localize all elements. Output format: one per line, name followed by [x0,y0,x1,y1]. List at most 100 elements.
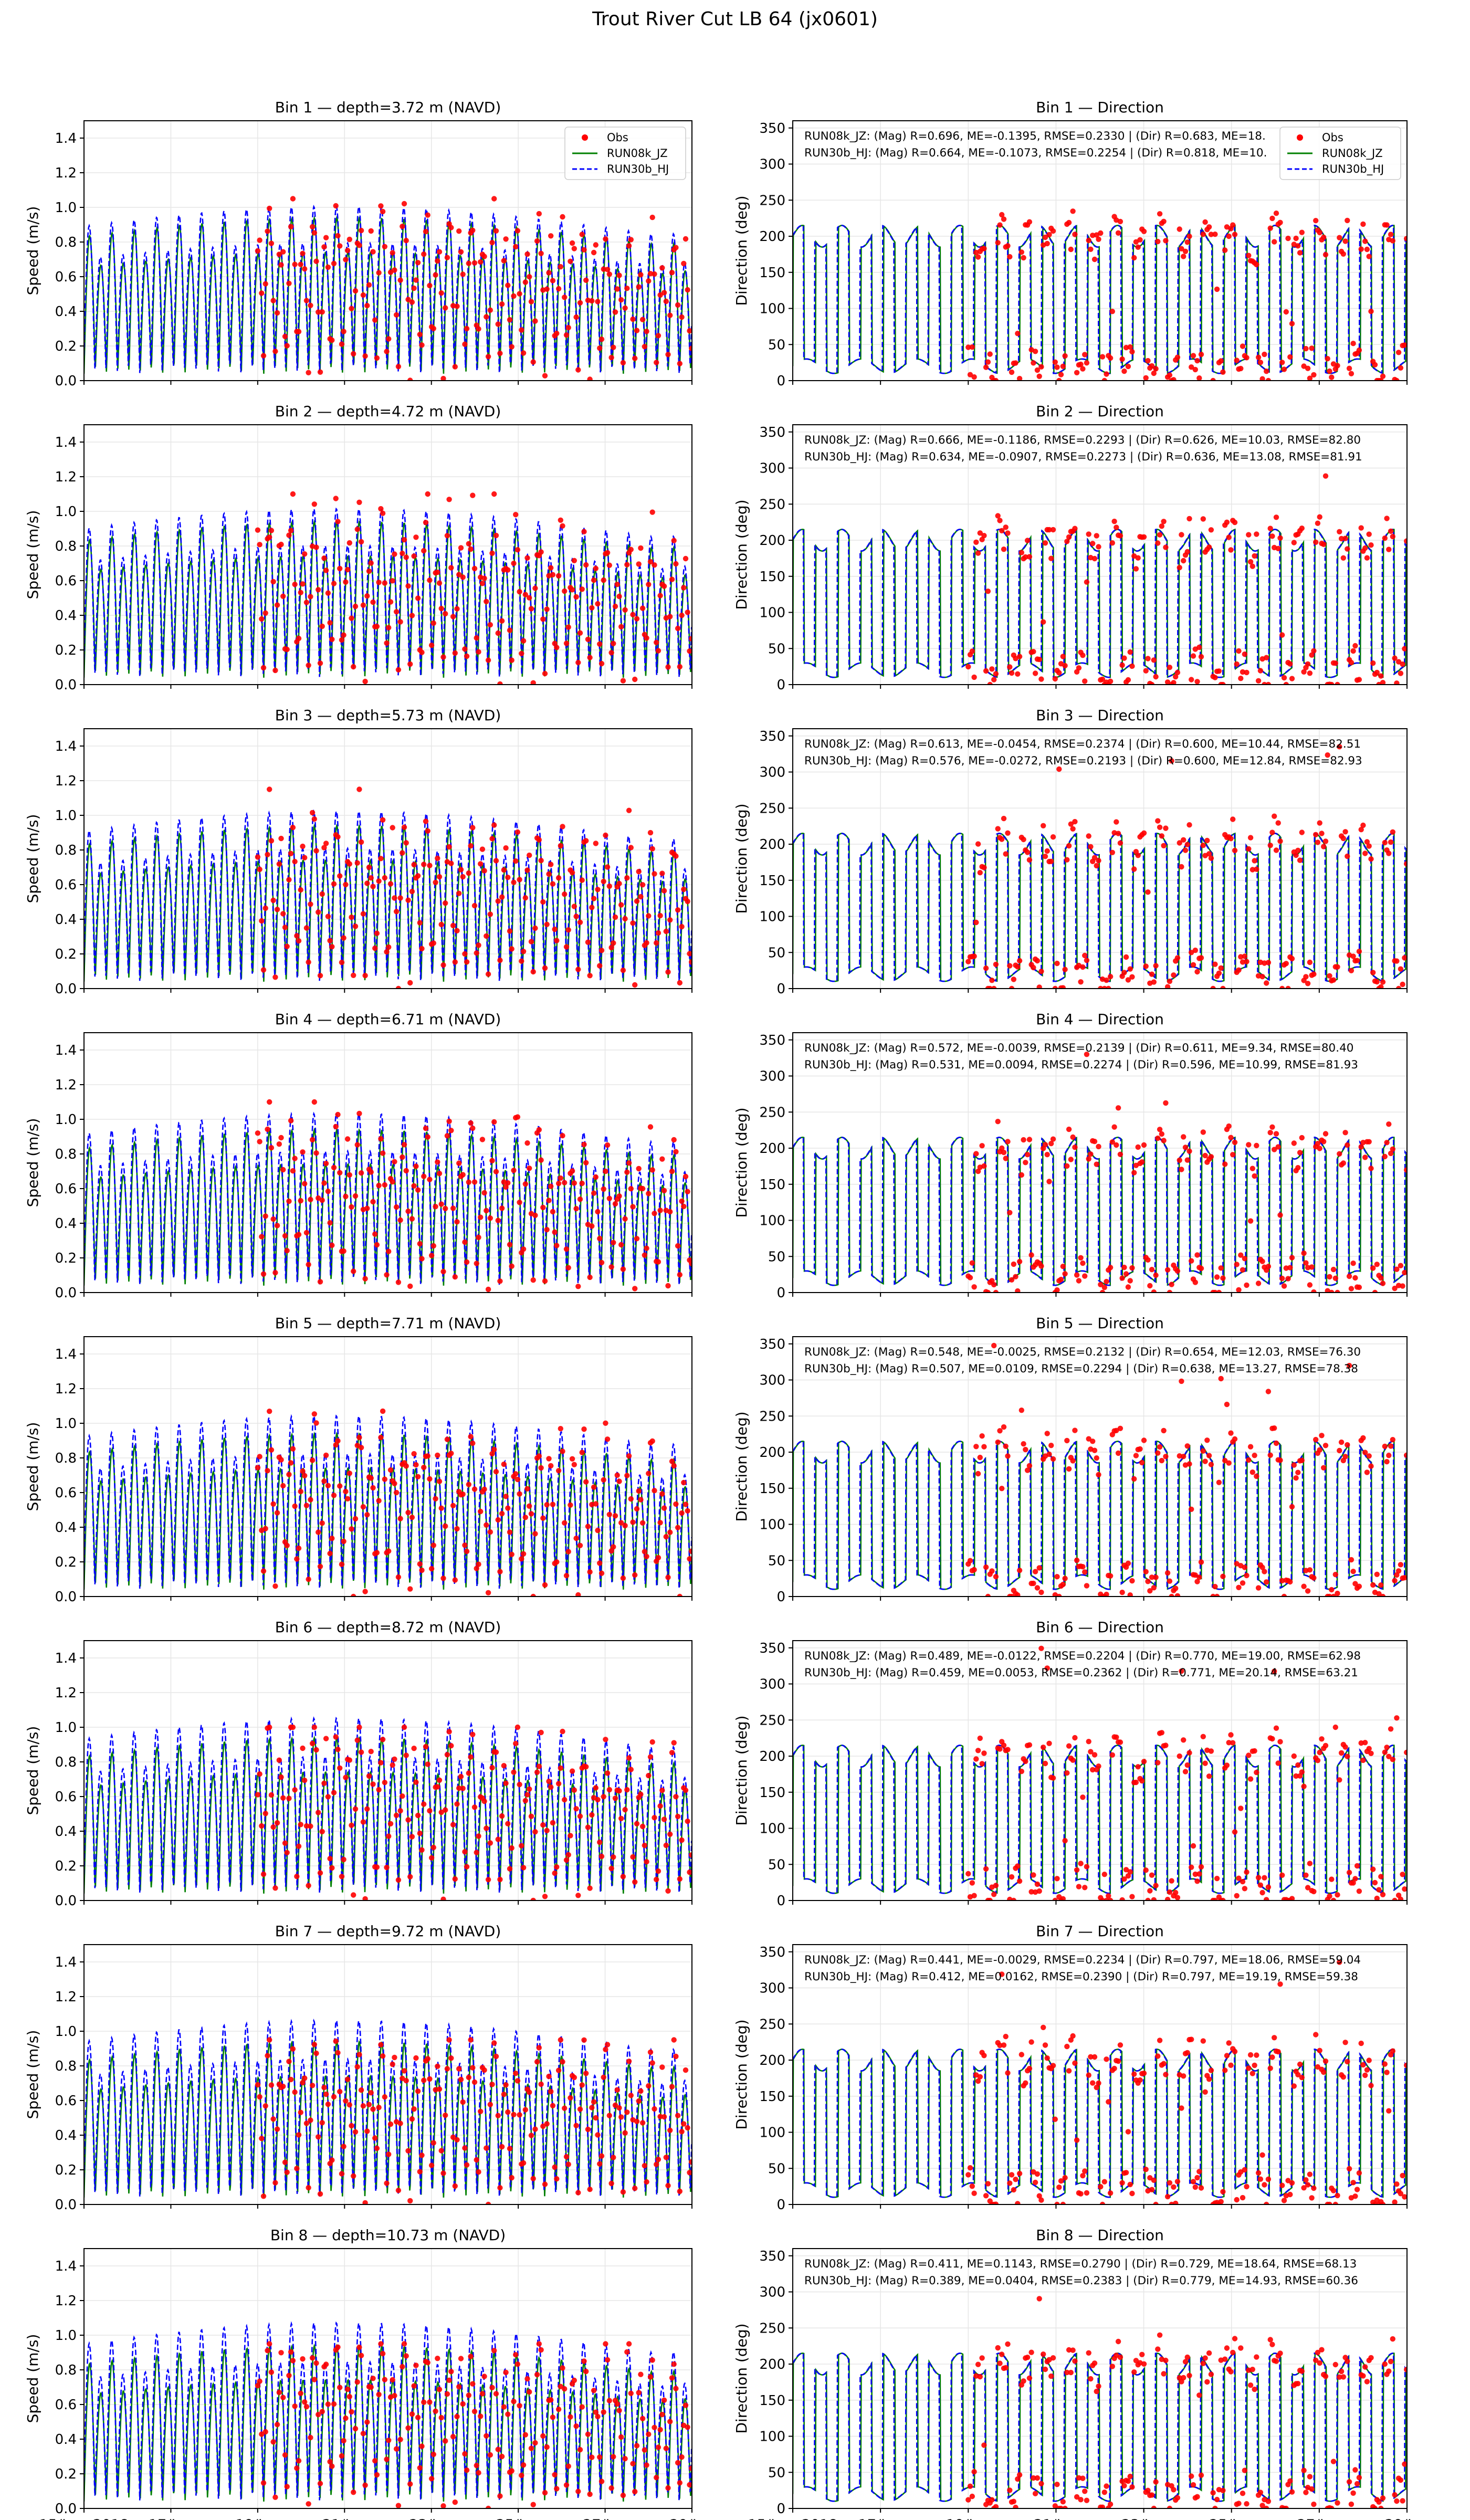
obs-point [1386,2108,1392,2114]
obs-point [1277,1739,1283,1745]
obs-point [435,2356,440,2361]
obs-point [308,2434,313,2441]
obs-point [1254,866,1259,872]
obs-point [1352,1876,1358,1882]
obs-point [513,1471,519,1477]
obs-point [1078,2191,1084,2197]
y-tick-label: 250 [759,1409,785,1424]
obs-point [1125,363,1131,370]
y-tick-label: 0.2 [55,339,77,354]
obs-point [436,249,443,255]
obs-point [1184,1157,1190,1163]
obs-point [1189,1258,1194,1264]
obs-point [403,238,409,244]
obs-point [611,2454,616,2460]
obs-point [421,548,427,554]
obs-point [595,601,601,607]
obs-point [1021,255,1026,261]
obs-point [468,546,474,552]
series-run30b-hj [793,832,1407,982]
obs-point [407,1874,413,1880]
obs-point [1244,1572,1250,1579]
obs-point [411,862,417,868]
obs-point [1005,530,1011,536]
obs-point [1001,1424,1007,1430]
obs-point [1074,370,1080,375]
obs-point [1311,648,1317,654]
obs-point [1273,847,1279,853]
series-group [84,1408,692,1597]
obs-point [1337,1151,1342,1157]
obs-point [1378,1275,1384,1281]
obs-point [335,1438,341,1444]
obs-point [290,1724,296,1730]
obs-point [1163,238,1169,244]
obs-point [1192,1279,1198,1285]
obs-point [1186,1461,1192,1467]
obs-point [568,258,573,264]
obs-point [1214,2496,1220,2503]
obs-point [1394,2181,1400,2187]
obs-point [329,1242,335,1248]
y-tick-label: 200 [759,837,785,853]
obs-point [298,2390,303,2396]
obs-point [430,1542,436,1548]
obs-point [497,2493,503,2499]
obs-point [452,2499,458,2505]
obs-point [665,969,671,975]
obs-point [351,1268,356,1274]
obs-point [1388,839,1394,845]
obs-point [484,1522,489,1528]
obs-point [679,612,685,618]
obs-point [1291,1753,1297,1759]
obs-point [382,1476,387,1482]
obs-point [1167,2505,1173,2508]
obs-point [975,1471,981,1477]
obs-point [333,1124,339,1130]
obs-point [446,1118,452,1124]
obs-point [286,877,292,883]
obs-point [1171,680,1177,685]
obs-point [454,303,460,309]
obs-point [1340,1160,1346,1166]
obs-point [1340,251,1346,257]
obs-point [327,938,333,944]
obs-point [679,314,685,320]
obs-point [352,923,359,929]
obs-point [438,1505,444,1511]
obs-point [257,1771,262,1777]
obs-point [981,1444,987,1450]
obs-point [270,2116,276,2122]
obs-point [632,1879,638,1885]
obs-point [358,1170,364,1176]
obs-point [384,2180,390,2186]
obs-point [1392,1578,1398,1583]
obs-point [1232,1829,1238,1835]
obs-point [456,572,462,578]
obs-point [581,1141,587,1148]
obs-point [673,853,679,859]
obs-point [311,230,317,236]
series-obs [255,491,692,685]
obs-point [484,1208,489,1214]
obs-point [349,914,354,920]
obs-point [1082,952,1088,959]
obs-point [435,1159,440,1165]
obs-point [262,610,268,616]
obs-point [430,326,436,331]
obs-point [1255,354,1262,360]
obs-point [1208,232,1214,237]
y-tick-label: 50 [768,1553,785,1569]
obs-point [589,905,595,910]
obs-point [622,305,628,311]
obs-point [1048,2373,1054,2379]
obs-point [311,1411,317,1417]
obs-point [1007,254,1013,260]
obs-point [368,1475,374,1481]
obs-point [1345,853,1350,859]
obs-point [393,312,400,318]
obs-point [1023,554,1028,560]
obs-point [390,250,395,256]
obs-point [563,2482,570,2488]
